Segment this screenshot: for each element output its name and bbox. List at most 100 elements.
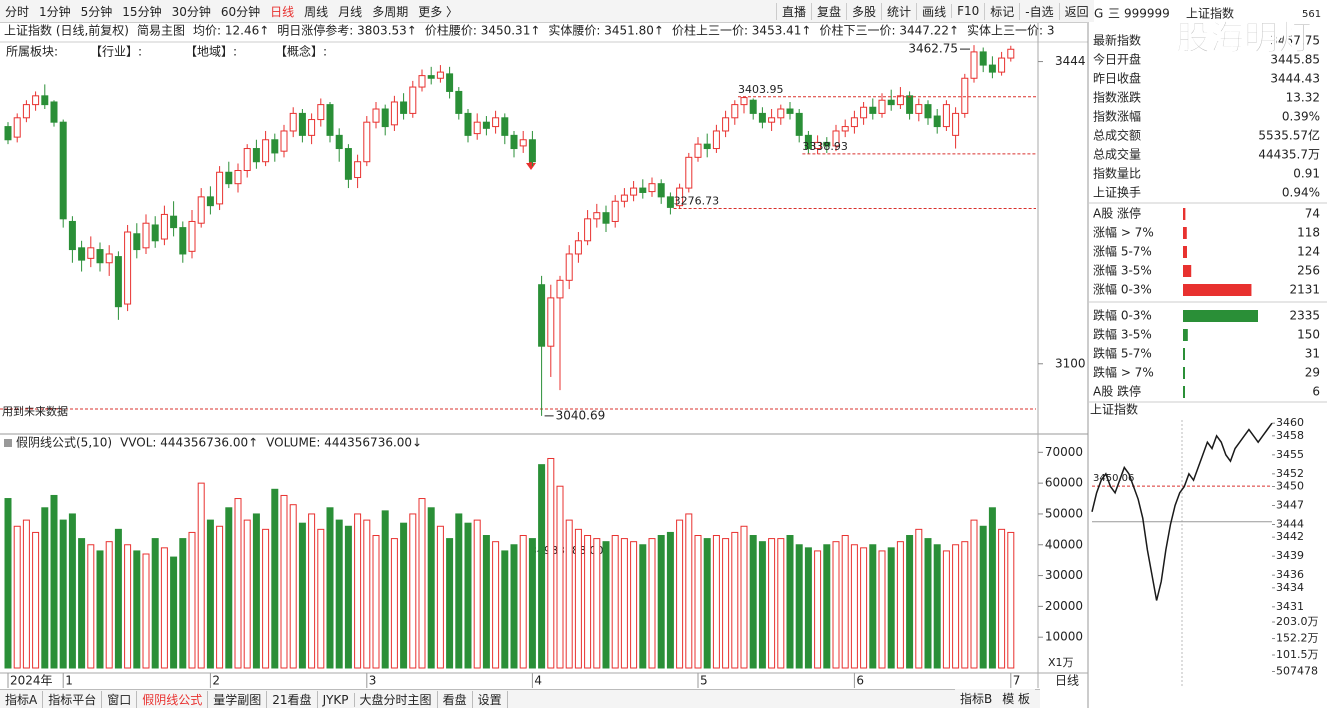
breadth-bar <box>1183 329 1188 341</box>
volume-bar <box>4 498 12 669</box>
indicator-tab[interactable]: 假阴线公式 <box>137 691 209 708</box>
volume-bar <box>188 531 196 669</box>
candle-body <box>225 171 233 185</box>
y-tick-label: 3436 <box>1276 568 1304 581</box>
tool-button[interactable]: 标记 <box>984 2 1019 20</box>
volume-bar <box>519 535 527 669</box>
candle-body <box>13 117 21 138</box>
x-tick-label: 4 <box>534 674 542 688</box>
candle-body <box>234 170 242 185</box>
volume-bar <box>206 519 214 669</box>
period-tab[interactable]: 日线 <box>270 4 295 19</box>
volume-bar <box>317 528 325 669</box>
candle-body <box>354 161 362 179</box>
breadth-value: 124 <box>1297 245 1320 259</box>
indicator-tab[interactable]: JYKP <box>318 692 355 707</box>
candle-body <box>455 90 463 114</box>
period-tab[interactable]: 30分钟 <box>171 4 211 19</box>
candle-body <box>869 106 877 114</box>
tool-button[interactable]: 统计 <box>881 2 916 20</box>
indicator-tab[interactable]: 21看盘 <box>267 691 318 708</box>
indicator-tab[interactable]: 模 板 <box>1002 692 1031 706</box>
tool-button[interactable]: -自选 <box>1019 2 1058 20</box>
volume-bar <box>630 541 638 669</box>
indicator-tab[interactable]: 看盘 <box>438 691 473 708</box>
volume-bar <box>418 498 426 669</box>
info-text: 假阴线公式(5,10) <box>16 436 112 450</box>
volume-bar <box>593 538 601 669</box>
candle-body <box>648 183 656 193</box>
volume-bar <box>740 525 748 669</box>
period-tab[interactable]: 15分钟 <box>122 4 162 19</box>
volume-bar <box>501 550 509 669</box>
unit-label: X1万 <box>1048 656 1074 669</box>
info-text: VVOL: 444356736.00↑ <box>120 436 258 450</box>
period-tab[interactable]: 日线 <box>1055 674 1079 688</box>
volume-bar <box>289 504 297 669</box>
quote-value: 0.91 <box>1293 167 1320 181</box>
candle-body <box>142 222 150 249</box>
x-tick-label: 7 <box>1013 674 1021 688</box>
low-label: 3040.69 <box>556 408 606 422</box>
period-tab[interactable]: 更多 〉 <box>418 4 459 19</box>
candle-body <box>786 108 794 114</box>
candle-body <box>473 121 481 135</box>
tool-button[interactable]: 复盘 <box>811 2 846 20</box>
volume-bar <box>602 541 610 669</box>
indicator-tab[interactable]: 指标A <box>0 691 44 708</box>
indicator-tab[interactable]: 大盘分时主图 <box>355 691 438 708</box>
candle-body <box>280 130 288 152</box>
volume-bar <box>574 528 582 669</box>
tool-button[interactable]: 返回 <box>1058 2 1094 20</box>
quote-menu[interactable]: 三 <box>1108 7 1120 21</box>
period-tab[interactable]: 60分钟 <box>220 4 261 19</box>
volume-bar <box>942 550 950 669</box>
y-tick-label: 101.5万 <box>1276 648 1319 661</box>
breadth-value: 150 <box>1297 328 1320 342</box>
tool-button[interactable]: 画线 <box>916 2 951 20</box>
volume-bar <box>565 519 573 669</box>
period-tab[interactable]: 周线 <box>304 4 329 19</box>
indicator-tab[interactable]: 设置 <box>473 691 508 708</box>
breadth-value: 6 <box>1312 385 1320 399</box>
volume-bar <box>906 535 914 669</box>
candle-body <box>961 77 969 114</box>
watermark: 股海明灯 <box>1176 19 1312 59</box>
candle-body <box>933 115 941 128</box>
volume-bar <box>225 507 233 669</box>
x-tick-label: 1 <box>65 674 73 688</box>
tool-button[interactable]: F10 <box>951 4 984 18</box>
quote-label: 上证换手 <box>1093 186 1141 200</box>
indicator-tab[interactable]: 指标B <box>960 692 993 706</box>
period-tab[interactable]: 1分钟 <box>39 4 71 19</box>
volume-bar <box>78 538 86 669</box>
tool-button[interactable]: 多股 <box>846 2 881 20</box>
volume-bar <box>234 498 242 669</box>
candle-body <box>731 104 739 119</box>
volume-bar <box>271 488 279 669</box>
x-tick-label: 5 <box>700 674 708 688</box>
candle-body <box>694 143 702 158</box>
candle-body <box>96 249 104 264</box>
period-tab[interactable]: 多周期 <box>372 4 409 19</box>
candle-body <box>50 101 58 123</box>
info-text: 价柱下三一价: 3447.22↑ <box>819 23 959 38</box>
period-tab[interactable]: 分时 <box>5 4 30 19</box>
volume-bar <box>427 507 435 669</box>
tool-button[interactable]: 直播 <box>776 2 811 20</box>
indicator-tab[interactable]: 窗口 <box>102 691 138 708</box>
info-text: 价柱腰价: 3450.31↑ <box>425 23 541 38</box>
period-tab[interactable]: 月线 <box>338 4 363 19</box>
y-tick-label: 10000 <box>1045 630 1083 644</box>
indicator-tab[interactable]: 量学副图 <box>208 691 268 708</box>
indicator-tab[interactable]: 指标平台 <box>43 691 103 708</box>
breadth-label: 涨幅 0-3% <box>1093 282 1152 297</box>
volume-bar <box>703 538 711 669</box>
candle-body <box>841 126 849 132</box>
volume-bar <box>648 538 656 669</box>
candle-body <box>519 139 527 147</box>
candle-body <box>979 51 987 66</box>
period-tab[interactable]: 5分钟 <box>80 4 113 19</box>
volume-bar <box>869 544 877 669</box>
candle-body <box>1007 48 1015 59</box>
